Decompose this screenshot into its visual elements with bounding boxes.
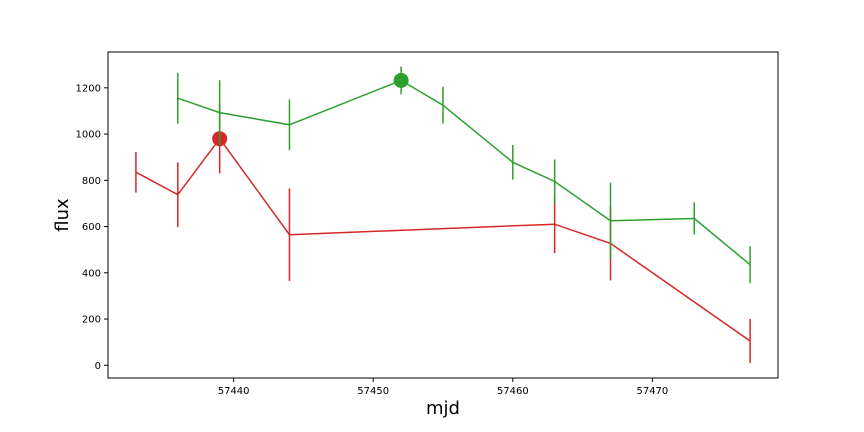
plot-frame <box>107 51 779 379</box>
x-axis-label: mjd <box>426 398 460 419</box>
y-tick-label: 1200 <box>76 83 101 94</box>
x-axis-ticks: 57440 57450 57460 57470 <box>218 378 668 397</box>
x-tick-label: 57440 <box>218 386 250 397</box>
y-tick-label: 1000 <box>76 130 101 141</box>
x-tick-label: 57450 <box>357 386 389 397</box>
y-axis-ticks: 0 200 400 600 800 1000 1200 <box>76 83 108 372</box>
y-tick-label: 600 <box>82 222 101 233</box>
series-layer <box>135 66 751 363</box>
y-tick-label: 0 <box>95 361 101 372</box>
x-tick-label: 57460 <box>497 386 529 397</box>
series-0 <box>135 104 751 363</box>
series-line <box>177 79 751 266</box>
series-1 <box>177 66 751 284</box>
x-tick-label: 57470 <box>636 386 668 397</box>
series-line <box>135 137 751 342</box>
y-axis-label: flux <box>52 198 73 232</box>
y-tick-label: 200 <box>82 315 101 326</box>
y-tick-label: 400 <box>82 268 101 279</box>
peak-marker <box>393 72 409 88</box>
y-tick-label: 800 <box>82 176 101 187</box>
